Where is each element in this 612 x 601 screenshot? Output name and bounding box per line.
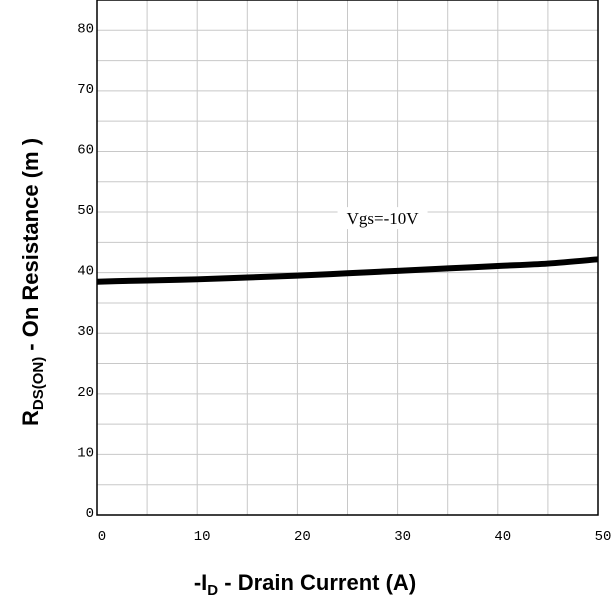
y-tick-label: 40 [77, 264, 94, 280]
x-tick-label: 30 [394, 529, 411, 545]
grid [97, 0, 598, 515]
x-axis-title-suffix: - Drain Current (A) [218, 570, 416, 595]
y-axis-title-prefix: R [18, 410, 43, 426]
y-tick-label: 30 [77, 324, 94, 340]
x-tick-labels: 0 10 20 30 40 50 [98, 529, 612, 545]
y-tick-label: 10 [77, 445, 94, 461]
y-tick-label: 70 [77, 82, 94, 98]
annotation-label: Vgs=-10V [347, 209, 420, 228]
annotation-group: Vgs=-10V [337, 207, 428, 230]
annotation-box [337, 207, 428, 230]
y-tick-label: 50 [77, 203, 94, 219]
x-tick-label: 10 [194, 529, 211, 545]
x-axis-title-prefix: -I [194, 570, 207, 595]
x-tick-label: 40 [494, 529, 511, 545]
plot-frame [96, 0, 599, 516]
y-tick-labels: 0 10 20 30 40 50 60 70 80 [77, 21, 94, 522]
x-axis-title: -ID - Drain Current (A) [194, 570, 416, 599]
x-tick-label: 0 [98, 529, 106, 545]
x-tick-label: 50 [595, 529, 612, 545]
x-axis-title-subscript: D [207, 582, 218, 599]
x-tick-label: 20 [294, 529, 311, 545]
y-tick-label: 80 [77, 21, 94, 37]
y-tick-label: 60 [77, 142, 94, 158]
series-line [96, 256, 599, 285]
y-tick-label: 20 [77, 385, 94, 401]
y-axis-title: RDS(ON) - On Resistance (m ) [18, 138, 47, 426]
y-axis-title-subscript: DS(ON) [30, 357, 47, 410]
y-axis-title-suffix: - On Resistance (m ) [18, 138, 43, 357]
y-tick-label: 0 [86, 506, 94, 522]
